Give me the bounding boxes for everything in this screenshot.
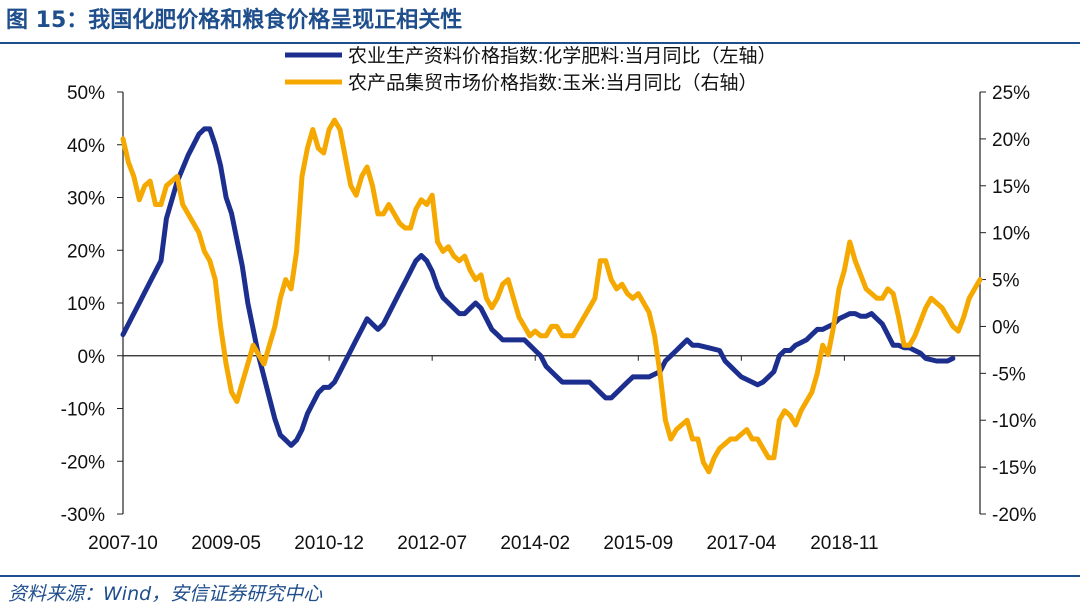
chart-title: 图 15：我国化肥价格和粮食价格呈现正相关性 [6, 8, 463, 33]
legend: 农业生产资料价格指数:化学肥料:当月同比（左轴） 农产品集贸市场价格指数:玉米:… [285, 45, 777, 94]
series-layer [120, 117, 983, 475]
right-y-tick-label: 10% [992, 224, 1030, 245]
legend-label-corn: 农产品集贸市场价格指数:玉米:当月同比（右轴） [348, 72, 758, 94]
left-y-tick-label: -10% [61, 400, 105, 421]
x-tick-label: 2010-12 [294, 533, 364, 554]
left-y-tick-label: 50% [67, 83, 105, 104]
legend-label-fertilizer: 农业生产资料价格指数:化学肥料:当月同比（左轴） [348, 45, 777, 67]
x-tick-label: 2017-04 [706, 533, 776, 554]
footer-divider [0, 575, 1080, 577]
x-tick-label: 2014-02 [500, 533, 570, 554]
right-y-tick-label: -10% [992, 411, 1036, 432]
left-y-tick-label: -20% [61, 452, 105, 473]
left-y-tick-label: -30% [61, 505, 105, 526]
title-divider [0, 42, 1080, 44]
right-y-tick-label: -20% [992, 505, 1036, 526]
series-line-corn [120, 117, 983, 475]
right-y-tick-label: 15% [992, 177, 1030, 198]
left-y-tick-label: 30% [67, 189, 105, 210]
x-tick-label: 2012-07 [397, 533, 467, 554]
series-line-fertilizer [120, 126, 956, 448]
right-y-tick-label: 25% [992, 83, 1030, 104]
x-tick-label: 2009-05 [191, 533, 261, 554]
right-y-tick-label: -5% [992, 364, 1026, 385]
x-tick-label: 2018-11 [810, 533, 878, 554]
x-tick-label: 2015-09 [603, 533, 673, 554]
left-y-tick-label: 40% [67, 136, 105, 157]
x-tick-label: 2007-10 [88, 533, 158, 554]
left-y-tick-label: 20% [67, 241, 105, 262]
right-y-tick-label: -15% [992, 458, 1036, 479]
left-y-tick-label: 0% [78, 347, 106, 368]
right-y-tick-label: 20% [992, 130, 1030, 151]
left-y-tick-label: 10% [67, 294, 105, 315]
source-note: 资料来源：Wind，安信证券研究中心 [8, 583, 323, 605]
axes: -30% -20% -10% 0% 10% 20% 30% 40% 50% -20% -15% -10… [61, 83, 1037, 554]
right-y-tick-label: 0% [992, 317, 1020, 338]
right-y-tick-label: 5% [992, 271, 1020, 292]
